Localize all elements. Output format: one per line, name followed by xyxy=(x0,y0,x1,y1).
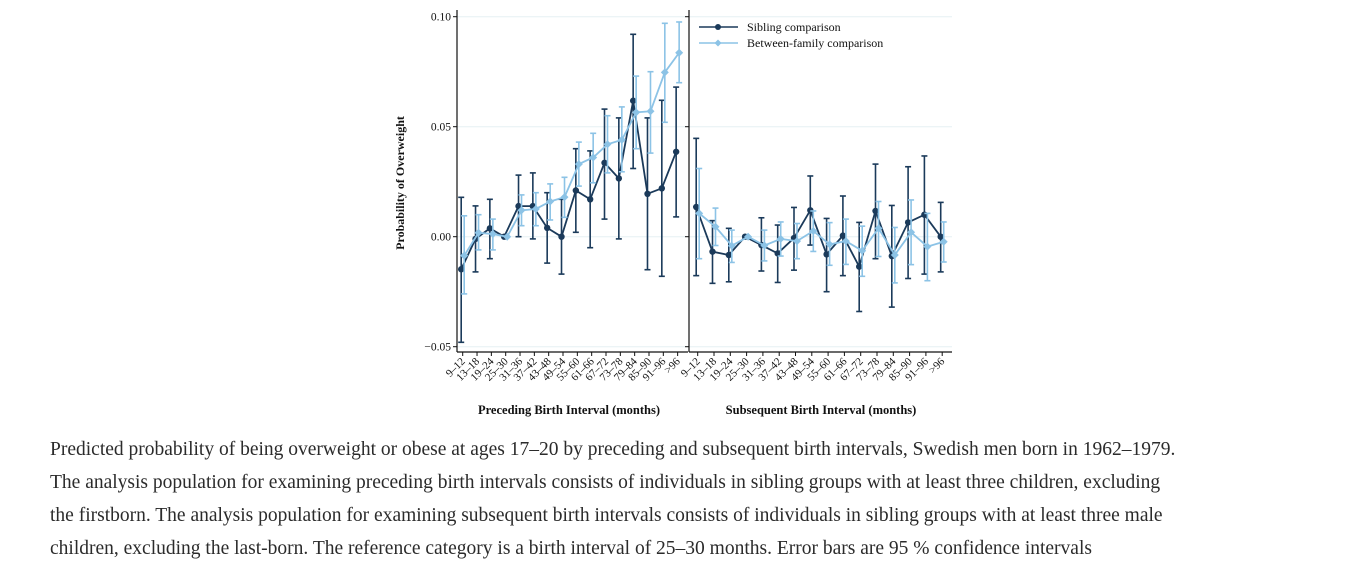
data-point xyxy=(839,232,847,239)
series-line xyxy=(698,212,944,257)
data-point xyxy=(474,228,483,237)
data-point xyxy=(776,234,785,243)
y-axis-label: Probability of Overweight xyxy=(393,116,407,250)
series-line xyxy=(460,100,677,270)
data-point xyxy=(823,251,830,258)
data-point xyxy=(890,250,899,259)
data-point xyxy=(632,108,641,117)
data-point xyxy=(629,97,637,104)
data-point xyxy=(858,246,867,255)
legend-label-sibling: Sibling comparison xyxy=(747,20,841,34)
data-point xyxy=(856,263,863,270)
data-point xyxy=(711,222,720,231)
legend: Sibling comparison Between-family compar… xyxy=(699,20,883,50)
data-point xyxy=(760,241,769,250)
series-line xyxy=(695,206,942,270)
data-point xyxy=(543,224,551,232)
data-point xyxy=(572,187,580,194)
data-point xyxy=(939,237,948,246)
legend-label-between: Between-family comparison xyxy=(747,36,883,50)
data-point xyxy=(644,190,651,197)
data-point xyxy=(531,204,540,213)
data-point xyxy=(744,232,753,241)
data-point xyxy=(503,232,512,241)
data-point xyxy=(646,107,655,116)
data-point xyxy=(560,193,569,202)
caption-line: The analysis population for examining pr… xyxy=(50,472,1161,493)
data-point xyxy=(874,224,883,233)
data-point xyxy=(558,233,565,240)
data-point xyxy=(586,196,594,203)
data-point xyxy=(825,240,834,249)
data-point xyxy=(486,225,494,232)
data-point xyxy=(907,228,916,237)
y-tick-label: 0.05 xyxy=(431,122,451,134)
data-point xyxy=(675,48,684,57)
legend-marker-between xyxy=(714,39,722,47)
data-point xyxy=(923,242,932,251)
data-point xyxy=(546,197,555,206)
caption-line: Predicted probability of being overweigh… xyxy=(50,439,1176,460)
data-point xyxy=(601,159,608,166)
y-tick-label: 0.10 xyxy=(431,12,451,24)
x-axis-label-subsequent: Subsequent Birth Interval (months) xyxy=(726,403,917,417)
x-tick-label: >96 xyxy=(927,355,948,376)
figure-caption: Predicted probability of being overweigh… xyxy=(50,433,1340,565)
axes: 9–1213–1819–2425–3031–3637–4243–4849–545… xyxy=(424,10,952,384)
data-point xyxy=(458,266,465,273)
data-point xyxy=(517,206,526,215)
data-point xyxy=(709,248,716,255)
data-point xyxy=(872,207,879,215)
data-point xyxy=(658,185,666,192)
data-point xyxy=(693,203,700,211)
y-tick-label: −0.05 xyxy=(424,342,451,354)
chart: 9–1213–1819–2425–3031–3637–4243–4849–545… xyxy=(393,10,952,417)
data-point xyxy=(617,135,626,144)
data-point xyxy=(603,140,612,149)
data-point xyxy=(695,209,704,218)
legend-marker-sibling xyxy=(715,24,721,30)
data-point xyxy=(793,237,801,246)
data-point xyxy=(725,251,732,259)
series-line xyxy=(463,52,680,257)
x-axis-label-preceding: Preceding Birth Interval (months) xyxy=(478,403,660,417)
caption-line: the firstborn. The analysis population f… xyxy=(50,505,1163,526)
data-point xyxy=(904,219,912,226)
data-point xyxy=(460,251,469,260)
gridlines xyxy=(457,16,952,348)
data-point xyxy=(774,250,781,257)
data-point xyxy=(589,153,598,162)
data-point xyxy=(574,160,583,169)
data-point xyxy=(937,233,944,240)
data-point xyxy=(672,148,680,155)
data-point xyxy=(660,68,669,77)
data-point xyxy=(615,175,623,182)
y-tick-label: 0.00 xyxy=(431,232,451,244)
caption-line: children, excluding the last-born. The r… xyxy=(50,538,1092,559)
data-point xyxy=(727,241,736,250)
data-point xyxy=(488,230,497,239)
chart-marks xyxy=(458,21,948,344)
data-point xyxy=(841,237,850,246)
data-point xyxy=(809,226,818,235)
